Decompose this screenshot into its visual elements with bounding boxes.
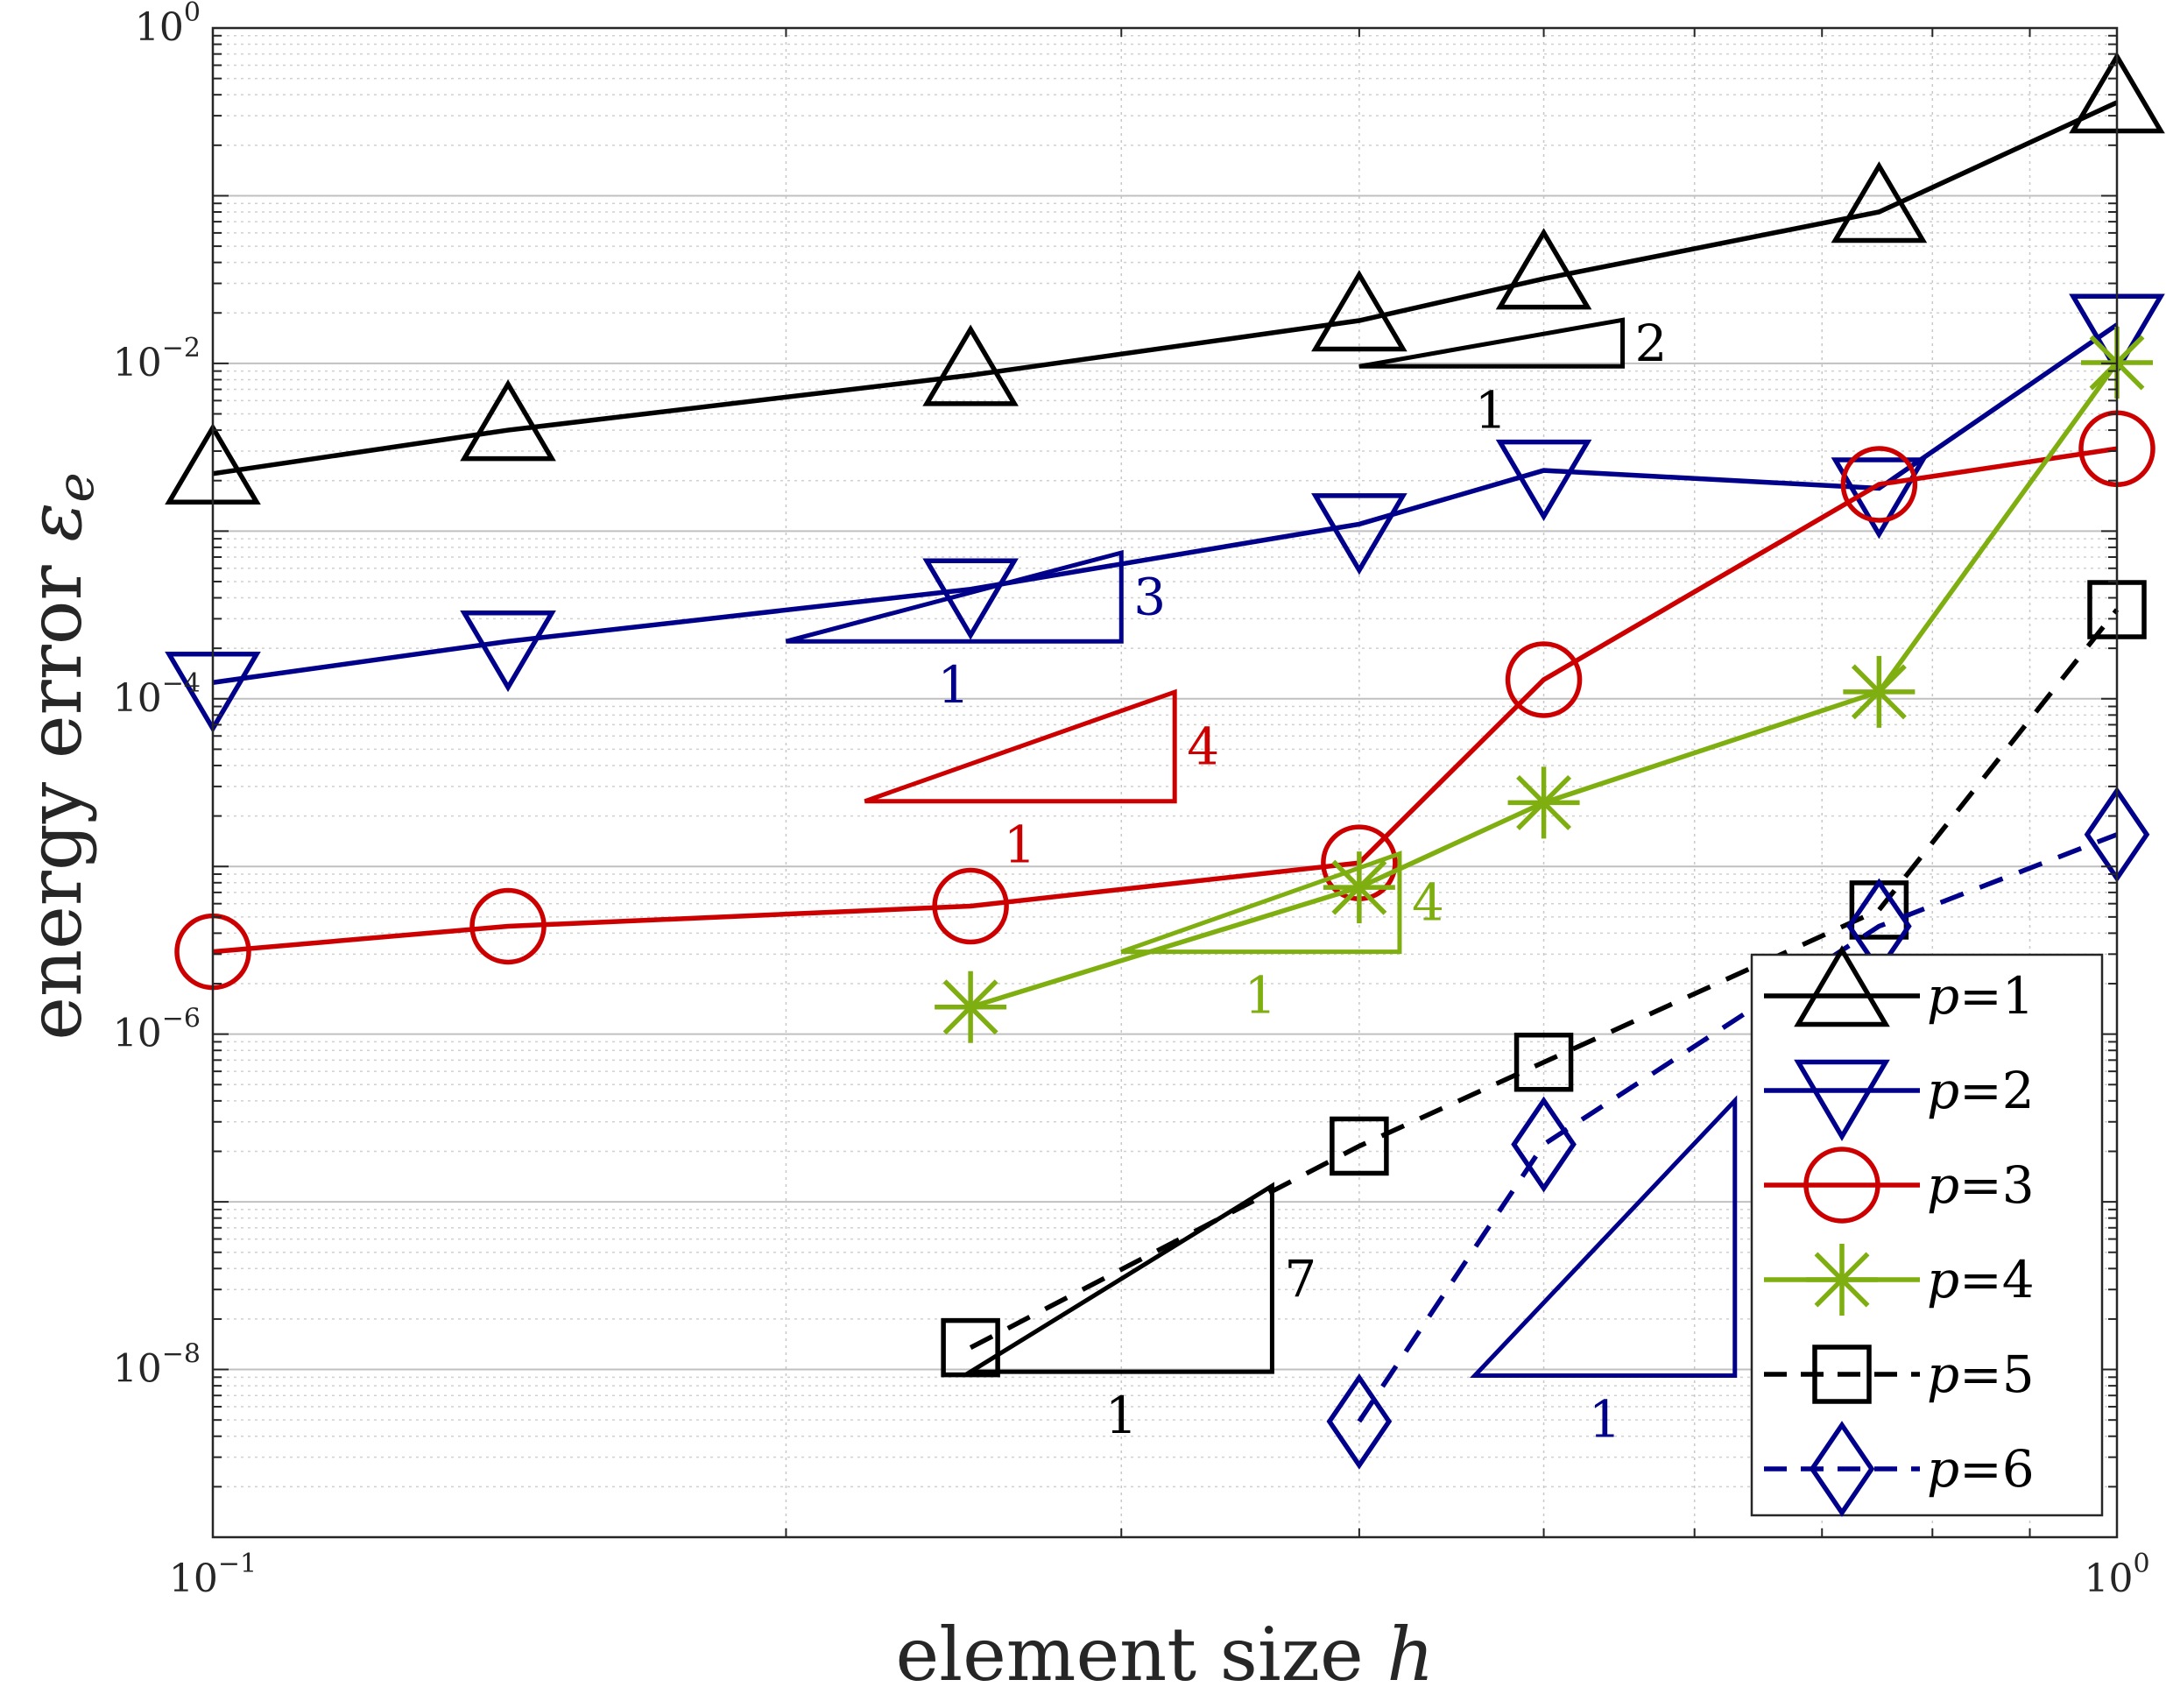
x-tick-label: 100	[2084, 1549, 2149, 1601]
square-marker	[1513, 1032, 1574, 1092]
slope-triangle-1: 21	[1358, 314, 1668, 440]
diamond-marker	[1809, 1421, 1875, 1517]
asterisk-marker	[935, 970, 1007, 1043]
legend-item-2: p=2	[1764, 1059, 2035, 1141]
series-line	[212, 322, 2119, 685]
slope-triangle-shape	[963, 1182, 1274, 1374]
legend-label: p=5	[1927, 1345, 2035, 1404]
series-line	[1357, 832, 2118, 1423]
slope-rise-label: 3	[1133, 568, 1166, 627]
y-tick-label: 10−2	[113, 333, 201, 385]
triangle-down-marker	[1794, 1059, 1890, 1141]
legend-box	[1750, 953, 2104, 1517]
legend-item-5: p=5	[1764, 1345, 2035, 1404]
legend-label: p=1	[1927, 966, 2035, 1026]
slope-rise-label: 4	[1412, 873, 1444, 933]
slope-rise-label: 4	[1187, 716, 1219, 776]
axis-ticks: 100 10−2 10−4 10−6 10−8 10−1 100	[113, 0, 2150, 1601]
y-axis-title: energy error εe	[12, 472, 105, 1040]
slope-triangle-shape	[1120, 850, 1402, 955]
asterisk-marker	[1843, 655, 1916, 728]
series-6	[1326, 786, 2150, 1470]
y-tick-label: 10−6	[113, 1004, 201, 1056]
legend-label: p=2	[1927, 1061, 2035, 1120]
slope-triangle-2: 31	[785, 549, 1166, 715]
series-line	[970, 361, 2120, 1010]
circle-marker	[932, 867, 1009, 945]
series-line	[212, 446, 2118, 955]
legend-item-1: p=1	[1764, 945, 2035, 1027]
asterisk-stroke	[1331, 859, 1387, 915]
triangle-up-marker	[460, 379, 556, 462]
y-tick-label: 100	[135, 0, 201, 50]
circle-marker	[1803, 1147, 1880, 1224]
legend-items: p=1 p=2 p=3 p=4 p=5 p=6	[1764, 945, 2035, 1517]
asterisk-stroke	[1814, 1252, 1870, 1308]
triangle-up-marker	[1495, 228, 1592, 310]
asterisk-marker	[1806, 1244, 1878, 1316]
plot-frame	[211, 26, 2119, 1539]
diamond-marker	[1511, 1096, 1577, 1193]
triangle-down-marker	[1831, 457, 1928, 540]
series-line	[212, 100, 2119, 476]
asterisk-stroke	[942, 979, 998, 1035]
series-1	[165, 52, 2165, 505]
legend-label: p=4	[1927, 1250, 2035, 1309]
series-line	[969, 608, 2120, 1351]
asterisk-stroke	[1516, 774, 1572, 830]
asterisk-marker	[1323, 851, 1395, 924]
slope-triangles: 2131414171121	[785, 314, 1812, 1449]
slope-run-label: 1	[1589, 1389, 1621, 1449]
diamond-marker	[1326, 1373, 1393, 1470]
triangle-down-marker	[1495, 439, 1592, 522]
triangle-up-marker	[922, 324, 1019, 406]
asterisk-stroke	[1851, 664, 1907, 720]
slope-run-label: 1	[937, 655, 970, 715]
legend-label: p=6	[1927, 1439, 2035, 1499]
legend-item-6: p=6	[1764, 1421, 2035, 1517]
slope-triangle-shape	[1358, 317, 1626, 369]
triangle-down-marker	[460, 610, 556, 693]
triangle-up-marker	[1794, 945, 1890, 1027]
legend-item-3: p=3	[1764, 1147, 2035, 1224]
square-marker	[1330, 1116, 1389, 1176]
x-axis-title: element size h	[896, 1612, 1435, 1697]
circle-marker	[1505, 641, 1583, 718]
legend: p=1 p=2 p=3 p=4 p=5 p=6	[1750, 945, 2104, 1517]
triangle-up-marker	[1831, 161, 1928, 243]
slope-rise-label: 2	[1635, 314, 1668, 373]
asterisk-marker	[1507, 766, 1580, 839]
slope-run-label: 1	[1105, 1386, 1138, 1445]
square-marker	[1812, 1345, 1872, 1404]
slope-run-label: 1	[1004, 815, 1036, 875]
slope-run-label: 1	[1475, 380, 1507, 440]
series-2	[165, 293, 2165, 734]
slope-triangle-shape	[864, 688, 1177, 804]
slope-triangle-4: 41	[1120, 850, 1444, 1026]
slope-triangle-3: 41	[864, 688, 1219, 875]
legend-label: p=3	[1927, 1155, 2035, 1215]
slope-triangle-shape	[1470, 1095, 1738, 1378]
triangle-down-marker	[1311, 493, 1408, 575]
series-4	[935, 327, 2153, 1043]
slope-rise-label: 7	[1284, 1249, 1316, 1309]
triangle-up-marker	[1311, 270, 1408, 352]
legend-item-4: p=4	[1764, 1244, 2035, 1316]
square-marker	[941, 1317, 1000, 1378]
x-tick-label: 10−1	[169, 1549, 257, 1601]
circle-marker	[1840, 446, 1918, 523]
slope-triangle-5: 71	[963, 1182, 1316, 1445]
y-tick-label: 10−8	[113, 1339, 201, 1392]
slope-run-label: 1	[1245, 966, 1277, 1026]
y-tick-label: 10−4	[113, 668, 201, 721]
slope-triangle-shape	[785, 549, 1124, 644]
circle-marker	[469, 887, 547, 965]
